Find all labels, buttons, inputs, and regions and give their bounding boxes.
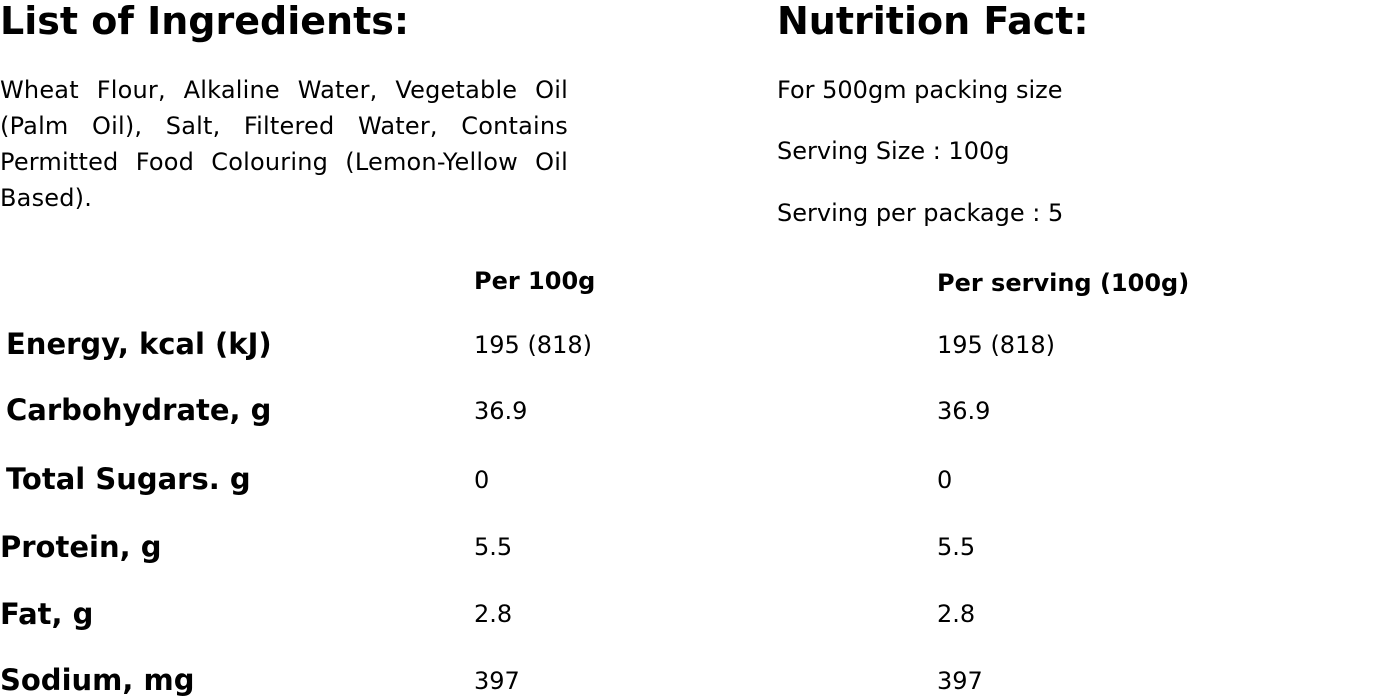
servings-per-package-text: Serving per package : 5 <box>777 199 1064 227</box>
row-label-total-sugars: Total Sugars. g <box>6 462 251 496</box>
cell-sodium-per-serving: 397 <box>937 667 983 695</box>
ingredients-text: Wheat Flour, Alkaline Water, Vegetable O… <box>0 76 568 212</box>
cell-total-sugars-per-serving: 0 <box>937 466 953 494</box>
row-label-carbohydrate: Carbohydrate, g <box>6 393 272 427</box>
cell-energy-per-serving: 195 (818) <box>937 331 1055 359</box>
cell-fat-per-100g: 2.8 <box>474 600 513 628</box>
row-label-fat: Fat, g <box>0 597 94 631</box>
cell-carbohydrate-per-serving: 36.9 <box>937 397 991 425</box>
cell-total-sugars-per-100g: 0 <box>474 466 490 494</box>
row-label-energy: Energy, kcal (kJ) <box>6 327 272 361</box>
cell-carbohydrate-per-100g: 36.9 <box>474 397 528 425</box>
row-label-protein: Protein, g <box>0 530 162 564</box>
cell-energy-per-100g: 195 (818) <box>474 331 592 359</box>
column-header-per-100g: Per 100g <box>474 267 596 295</box>
cell-protein-per-serving: 5.5 <box>937 533 976 561</box>
cell-protein-per-100g: 5.5 <box>474 533 513 561</box>
cell-sodium-per-100g: 397 <box>474 667 520 695</box>
nutrition-heading: Nutrition Fact: <box>777 0 1089 43</box>
packing-size-text: For 500gm packing size <box>777 76 1063 104</box>
column-header-per-serving: Per serving (100g) <box>937 269 1190 297</box>
row-label-sodium: Sodium, mg <box>0 663 195 697</box>
ingredients-heading: List of Ingredients: <box>0 0 410 43</box>
serving-size-text: Serving Size : 100g <box>777 137 1010 165</box>
cell-fat-per-serving: 2.8 <box>937 600 976 628</box>
